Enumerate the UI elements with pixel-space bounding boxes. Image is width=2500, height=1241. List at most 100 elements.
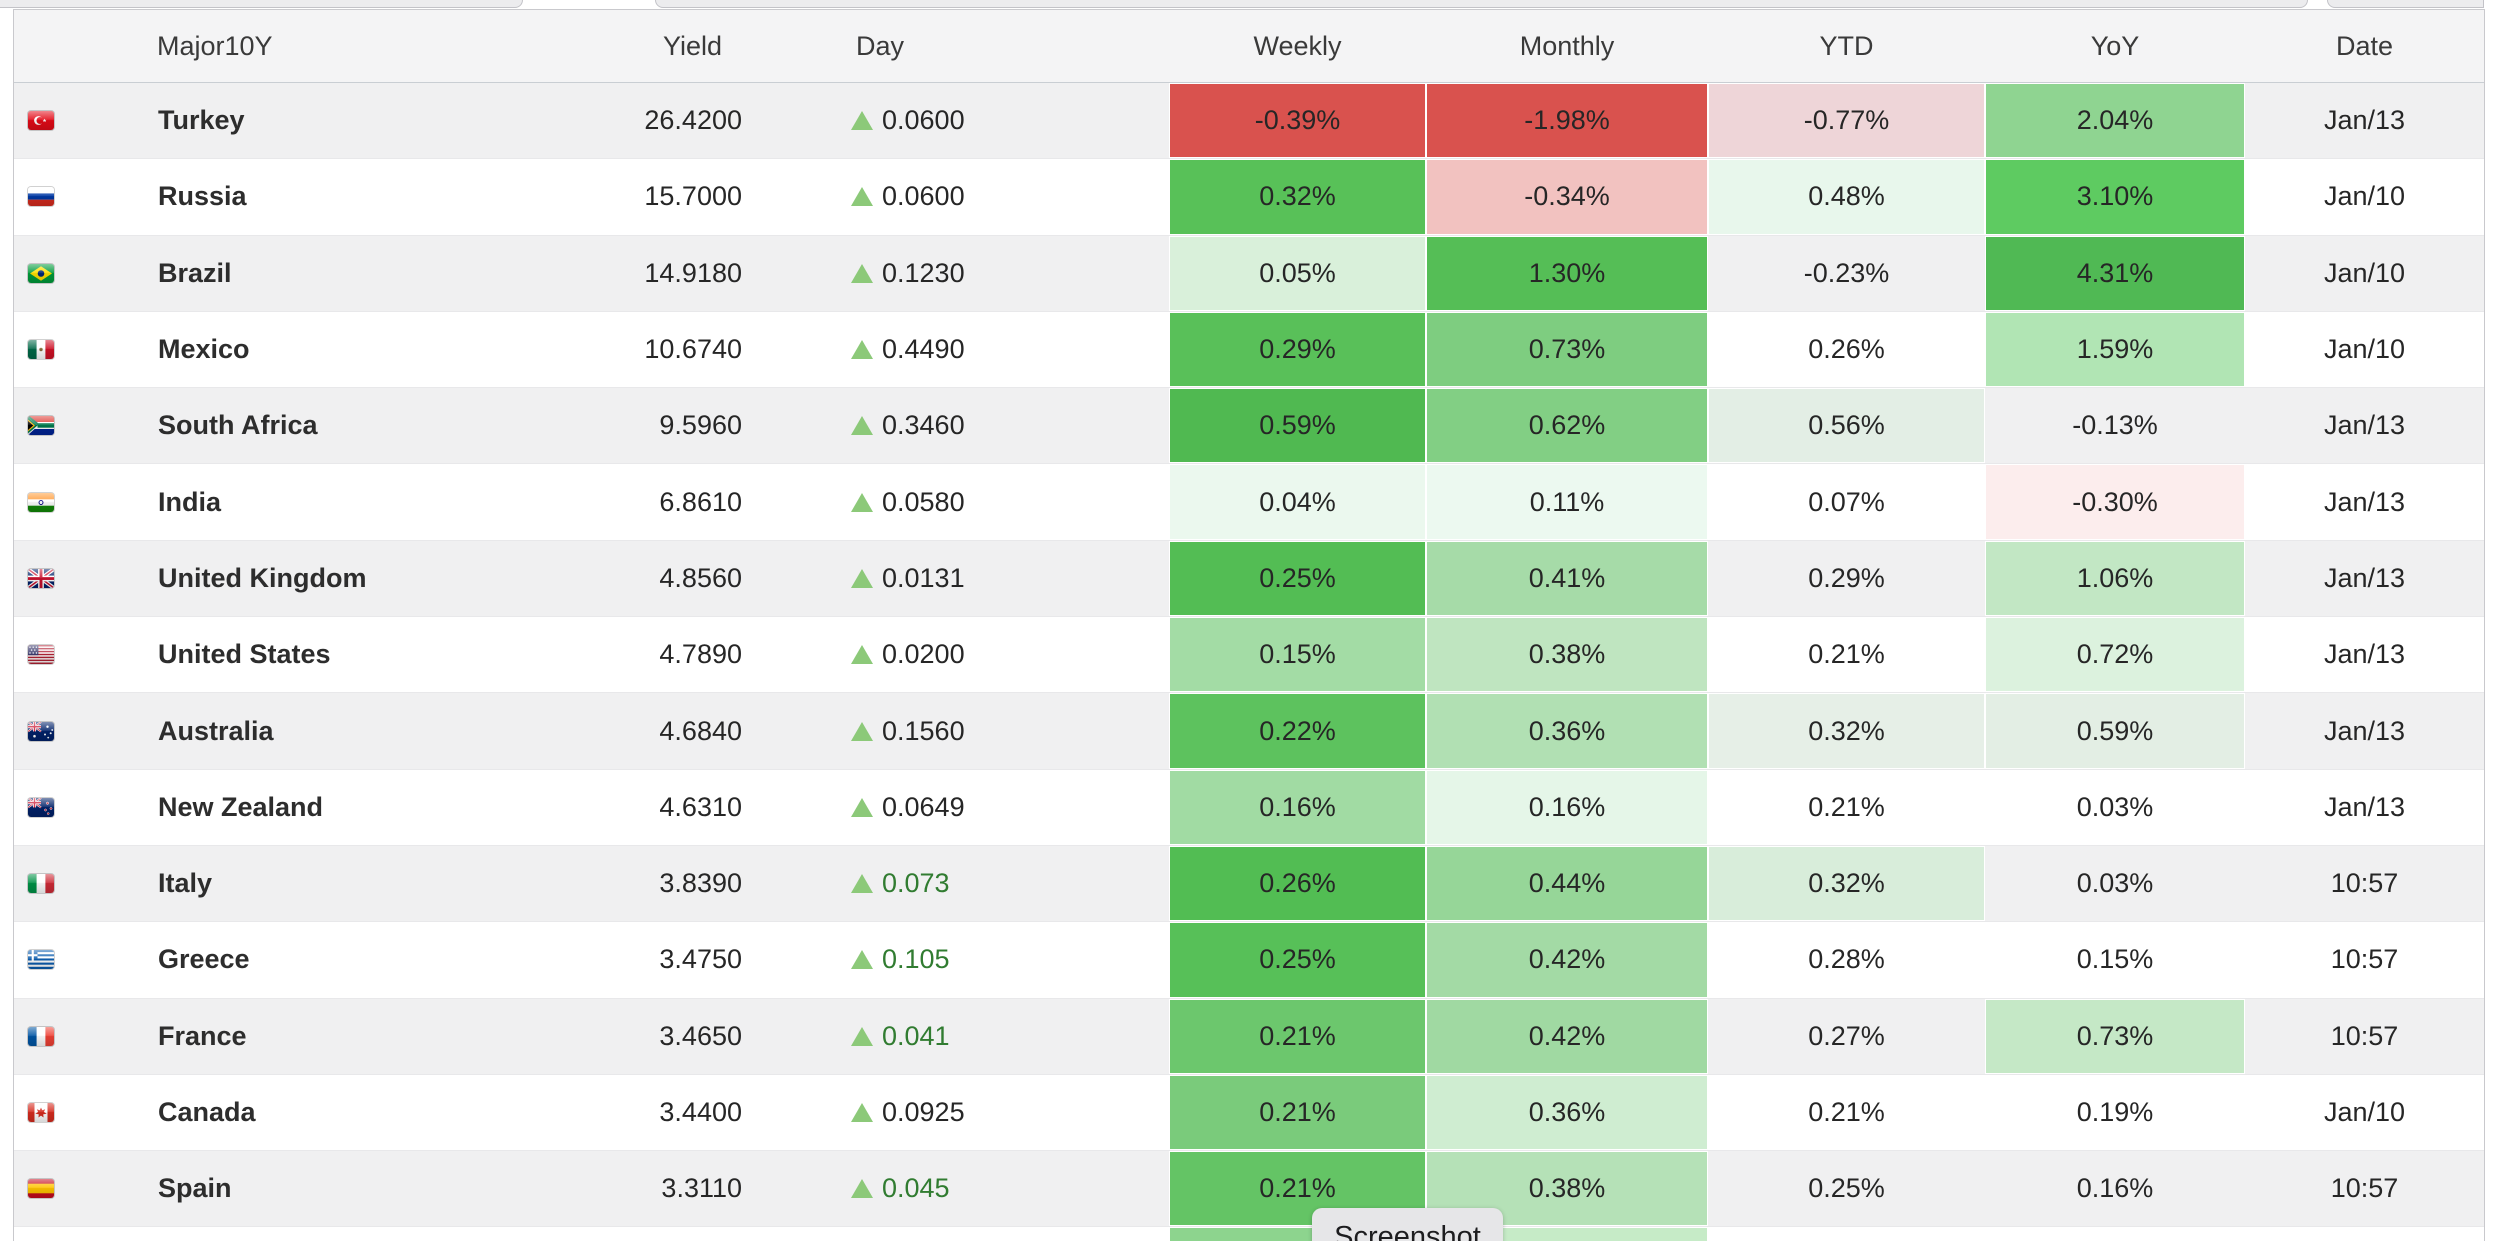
day-value: 0.3460: [882, 410, 965, 441]
table-row[interactable]: [14, 1227, 2484, 1241]
country-name[interactable]: Russia: [158, 181, 247, 212]
bonds-table: Major10Y Yield Day Weekly Monthly YTD YoY Date …: [13, 9, 2485, 1241]
greece-flag-icon: [28, 950, 54, 970]
table-row[interactable]: France 3.4650 0.041 0.21% 0.42% 0.27% 0.73% 10:…: [14, 998, 2484, 1075]
browser-tab-right[interactable]: [2327, 0, 2484, 8]
ytd-cell: 0.32%: [1708, 693, 1985, 769]
monthly-cell: 0.44%: [1426, 845, 1708, 922]
up-triangle-icon: [851, 1179, 873, 1199]
country-cell: Canada: [14, 1075, 580, 1150]
weekly-cell: 0.32%: [1169, 159, 1426, 235]
browser-tab-left[interactable]: [0, 0, 523, 8]
yoy-cell: 0.03%: [2076, 868, 2154, 899]
column-header-ytd[interactable]: YTD: [1819, 30, 1874, 61]
ytd-cell: 0.07%: [1808, 486, 1885, 517]
weekly-cell: 0.04%: [1169, 464, 1426, 540]
column-header-weekly[interactable]: Weekly: [1253, 30, 1342, 61]
table-row[interactable]: Canada 3.4400 0.0925 0.21% 0.36% 0.21% 0.19% Ja…: [14, 1074, 2484, 1152]
yield-cell: [580, 1227, 755, 1241]
table-row[interactable]: South Africa 9.5960 0.3460 0.59% 0.62% 0.56% -…: [14, 388, 2484, 465]
country-cell: Mexico: [14, 312, 580, 387]
country-name[interactable]: Turkey: [158, 105, 245, 136]
column-header-monthly[interactable]: Monthly: [1519, 30, 1615, 61]
yield-cell: 26.4200: [644, 105, 742, 136]
yield-cell: 9.5960: [659, 410, 742, 441]
country-cell: Greece: [14, 922, 580, 997]
weekly-cell: 0.59%: [1169, 388, 1426, 464]
southafrica-flag-icon: [28, 416, 54, 436]
country-name[interactable]: Greece: [158, 944, 250, 975]
country-name[interactable]: Canada: [158, 1097, 256, 1127]
yoy-cell: 2.04%: [1985, 83, 2245, 159]
yoy-cell: 3.10%: [1985, 159, 2245, 235]
country-cell: United States: [14, 617, 580, 692]
table-row[interactable]: Turkey 26.4200 0.0600 -0.39% -1.98% -0.77% 2.0…: [14, 83, 2484, 160]
table-row[interactable]: Spain 3.3110 0.045 0.21% 0.38% 0.25% 0.16% 10:5…: [14, 1151, 2484, 1228]
yoy-cell: 0.16%: [2076, 1173, 2154, 1204]
day-value: 0.0131: [882, 562, 965, 593]
weekly-cell: 0.16%: [1169, 769, 1426, 845]
table-row[interactable]: Greece 3.4750 0.105 0.25% 0.42% 0.28% 0.15% 10:…: [14, 922, 2484, 999]
column-header-date[interactable]: Date: [2335, 30, 2394, 61]
country-name[interactable]: United States: [158, 639, 331, 670]
table-row[interactable]: Brazil 14.9180 0.1230 0.05% 1.30% -0.23% 4.31%…: [14, 235, 2484, 312]
monthly-cell: 0.73%: [1426, 311, 1708, 388]
day-value: 0.045: [882, 1173, 950, 1204]
weekly-cell: 0.29%: [1169, 311, 1426, 388]
monthly-cell: 0.16%: [1426, 769, 1708, 845]
day-value: 0.0200: [882, 639, 965, 670]
date-cell: Jan/13: [2323, 562, 2406, 593]
date-cell: Jan/10: [2323, 1097, 2406, 1127]
monthly-cell: 0.42%: [1426, 998, 1708, 1074]
weekly-cell: 0.25%: [1169, 922, 1426, 998]
weekly-cell: 0.21%: [1169, 998, 1426, 1074]
day-cell: 0.4490: [755, 312, 1169, 387]
day-value: 0.1560: [882, 715, 965, 746]
table-row[interactable]: Australia 4.6840 0.1560 0.22% 0.36% 0.32% 0.59…: [14, 693, 2484, 770]
country-name[interactable]: India: [158, 486, 222, 517]
table-row[interactable]: Mexico 10.6740 0.4490 0.29% 0.73% 0.26% 1.59% J…: [14, 311, 2484, 389]
day-value: 0.0925: [882, 1097, 965, 1127]
country-name[interactable]: Mexico: [158, 334, 250, 365]
day-value: 0.0600: [882, 181, 965, 212]
country-name[interactable]: Australia: [158, 715, 274, 746]
ytd-cell: 0.25%: [1808, 1173, 1885, 1204]
table-row[interactable]: New Zealand 4.6310 0.0649 0.16% 0.16% 0.21% 0.…: [14, 769, 2484, 846]
yield-cell: 10.6740: [644, 334, 742, 365]
country-name[interactable]: United Kingdom: [158, 562, 367, 593]
table-row[interactable]: United Kingdom 4.8560 0.0131 0.25% 0.41% 0.29…: [14, 540, 2484, 618]
day-cell: 0.1230: [755, 236, 1169, 311]
country-name[interactable]: Italy: [158, 868, 213, 899]
up-triangle-icon: [851, 721, 873, 741]
date-cell: Jan/13: [2323, 715, 2406, 746]
ytd-cell: [1708, 1227, 1985, 1241]
up-triangle-icon: [851, 1103, 873, 1122]
table-row[interactable]: Italy 3.8390 0.073 0.26% 0.44% 0.32% 0.03% 10:5…: [14, 845, 2484, 923]
yoy-cell: 0.19%: [2076, 1097, 2154, 1127]
country-name[interactable]: Spain: [158, 1173, 232, 1204]
column-header-country[interactable]: Major10Y: [157, 30, 273, 61]
country-name[interactable]: Brazil: [158, 257, 232, 288]
ytd-cell: 0.32%: [1708, 845, 1985, 922]
yield-cell: 3.4750: [659, 944, 742, 975]
day-cell: 0.0131: [755, 541, 1169, 616]
weekly-cell: 0.15%: [1169, 617, 1426, 693]
country-name[interactable]: New Zealand: [158, 791, 324, 822]
column-header-yield[interactable]: Yield: [662, 30, 722, 61]
yoy-cell: 4.31%: [1985, 235, 2245, 311]
day-value: 0.041: [882, 1020, 950, 1051]
yoy-cell: 0.03%: [2076, 791, 2154, 822]
yoy-cell: 1.59%: [1985, 311, 2245, 388]
spain-flag-icon: [28, 1179, 54, 1199]
yield-cell: 3.4650: [659, 1020, 742, 1051]
column-header-day[interactable]: Day: [856, 30, 905, 61]
table-row[interactable]: United States 4.7890 0.0200 0.15% 0.38% 0.21%…: [14, 617, 2484, 694]
table-row[interactable]: Russia 15.7000 0.0600 0.32% -0.34% 0.48% 3.10%…: [14, 159, 2484, 236]
country-name[interactable]: France: [158, 1020, 247, 1051]
table-row[interactable]: India 6.8610 0.0580 0.04% 0.11% 0.07% -0.30% Ja…: [14, 464, 2484, 541]
country-name[interactable]: South Africa: [158, 410, 318, 441]
column-header-yoy[interactable]: YoY: [2090, 30, 2140, 61]
up-triangle-icon: [851, 263, 873, 283]
browser-tab-active[interactable]: [655, 0, 2308, 8]
